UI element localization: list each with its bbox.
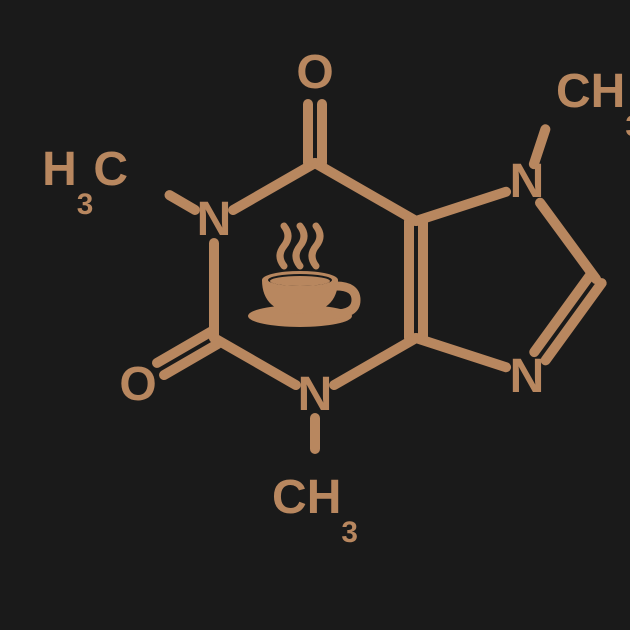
steam-line — [280, 226, 288, 266]
bond — [334, 338, 416, 385]
steam-line — [312, 226, 320, 266]
atom-labels: O O N N N N H3C CH3 CH3 — [42, 46, 630, 549]
bond — [416, 338, 506, 367]
bond — [169, 195, 194, 210]
bond — [540, 203, 596, 279]
bond — [214, 338, 296, 385]
atom-label: N — [197, 193, 232, 246]
bond — [315, 163, 416, 221]
atom-label: N — [298, 368, 333, 421]
steam-line — [296, 226, 304, 266]
atom-label: N — [510, 155, 545, 208]
atom-label: O — [296, 46, 333, 99]
bond — [416, 192, 506, 221]
atom-label: N — [510, 350, 545, 403]
atom-label: H3C — [42, 143, 128, 221]
coffee-cup-icon — [248, 226, 356, 327]
bond — [233, 163, 315, 210]
atom-label: CH3 — [272, 471, 358, 549]
atom-label: O — [119, 358, 156, 411]
caffeine-molecule-diagram: O O N N N N H3C CH3 CH3 — [0, 0, 630, 630]
atom-label: CH3 — [556, 65, 630, 143]
